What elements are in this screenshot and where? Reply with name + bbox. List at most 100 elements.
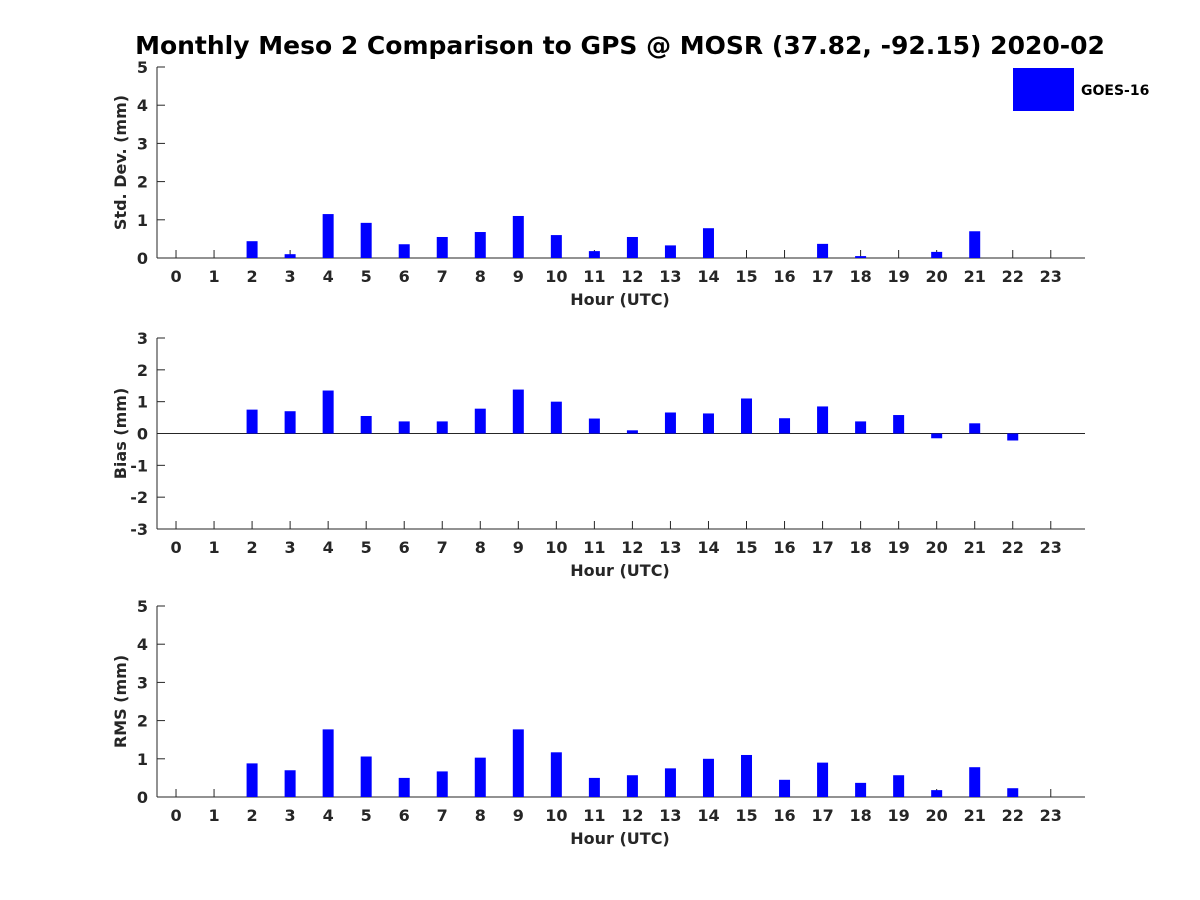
x-tick-label: 17: [811, 267, 833, 286]
x-tick-label: 10: [545, 267, 567, 286]
y-tick-label: 2: [137, 712, 148, 731]
bar-std-dev-hour-9: [512, 215, 524, 258]
x-tick-label: 16: [773, 806, 795, 825]
x-tick-label: 11: [583, 806, 605, 825]
x-tick-label: 2: [247, 806, 258, 825]
x-tick-label: 5: [361, 267, 372, 286]
x-tick-label: 11: [583, 538, 605, 557]
x-tick-label: 11: [583, 267, 605, 286]
x-tick-label: 17: [811, 806, 833, 825]
y-tick-label: 5: [137, 597, 148, 616]
bar-bias-hour-15: [741, 398, 753, 434]
x-tick-label: 19: [888, 267, 910, 286]
x-tick-label: 13: [659, 267, 681, 286]
x-tick-label: 5: [361, 806, 372, 825]
bar-rms-hour-12: [626, 775, 638, 797]
bar-std-dev-hour-20: [931, 251, 943, 258]
x-tick-label: 4: [323, 267, 334, 286]
x-tick-label: 3: [285, 267, 296, 286]
bar-rms-hour-16: [779, 779, 791, 797]
x-tick-label: 5: [361, 538, 372, 557]
x-tick-label: 9: [513, 267, 524, 286]
x-tick-label: 22: [1002, 806, 1024, 825]
bar-rms-hour-4: [322, 729, 334, 797]
bar-bias-hour-3: [284, 411, 296, 434]
x-tick-label: 16: [773, 538, 795, 557]
y-axis-label: RMS (mm): [111, 655, 130, 748]
y-tick-label: 3: [137, 329, 148, 348]
y-tick-label: 2: [137, 173, 148, 192]
x-axis-label: Hour (UTC): [570, 561, 670, 580]
y-tick-label: 5: [137, 58, 148, 77]
x-tick-label: 20: [926, 806, 948, 825]
bar-std-dev-hour-13: [664, 245, 676, 258]
bar-std-dev-hour-21: [969, 231, 981, 258]
x-tick-label: 18: [849, 267, 871, 286]
bar-std-dev-hour-14: [702, 228, 714, 258]
bar-rms-hour-21: [969, 767, 981, 797]
x-tick-label: 19: [888, 806, 910, 825]
bar-rms-hour-18: [855, 782, 867, 797]
x-tick-label: 8: [475, 538, 486, 557]
bar-rms-hour-20: [931, 790, 943, 797]
x-tick-label: 6: [399, 267, 410, 286]
bar-std-dev-hour-10: [550, 235, 562, 258]
bar-bias-hour-10: [550, 401, 562, 434]
bar-std-dev-hour-12: [626, 236, 638, 258]
legend-label-goes16: GOES-16: [1081, 83, 1149, 99]
x-tick-label: 8: [475, 267, 486, 286]
y-tick-label: 1: [137, 211, 148, 230]
bar-bias-hour-7: [436, 421, 448, 434]
x-tick-label: 4: [323, 806, 334, 825]
x-axis-label: Hour (UTC): [570, 290, 670, 309]
bar-bias-hour-22: [1007, 433, 1019, 441]
bar-bias-hour-13: [664, 412, 676, 434]
bar-rms-hour-3: [284, 770, 296, 797]
y-tick-label: 0: [137, 788, 148, 807]
y-axis-label: Bias (mm): [111, 388, 130, 480]
x-tick-label: 23: [1040, 267, 1062, 286]
bar-bias-hour-17: [817, 406, 829, 434]
bar-bias-hour-11: [588, 418, 600, 434]
x-tick-label: 3: [285, 806, 296, 825]
y-tick-label: 4: [137, 96, 148, 115]
y-tick-label: 0: [137, 425, 148, 444]
bar-std-dev-hour-6: [398, 244, 410, 258]
x-tick-label: 1: [208, 538, 219, 557]
bar-rms-hour-6: [398, 777, 410, 797]
bar-rms-hour-9: [512, 729, 524, 797]
x-tick-label: 16: [773, 267, 795, 286]
x-tick-label: 13: [659, 806, 681, 825]
y-tick-label: 3: [137, 134, 148, 153]
bar-bias-hour-5: [360, 415, 372, 434]
bar-std-dev-hour-11: [588, 251, 600, 258]
x-tick-label: 7: [437, 806, 448, 825]
x-tick-label: 6: [399, 538, 410, 557]
bar-bias-hour-4: [322, 390, 334, 434]
x-tick-label: 22: [1002, 267, 1024, 286]
x-tick-label: 17: [811, 538, 833, 557]
x-tick-label: 20: [926, 267, 948, 286]
x-tick-label: 3: [285, 538, 296, 557]
bar-rms-hour-22: [1007, 788, 1019, 797]
legend-swatch-goes16: [1013, 68, 1074, 111]
y-tick-label: 0: [137, 249, 148, 268]
y-tick-label: 2: [137, 361, 148, 380]
x-tick-label: 6: [399, 806, 410, 825]
bar-std-dev-hour-4: [322, 214, 334, 258]
x-tick-label: 23: [1040, 806, 1062, 825]
bar-bias-hour-9: [512, 389, 524, 434]
bar-rms-hour-17: [817, 762, 829, 797]
bar-rms-hour-14: [702, 758, 714, 797]
x-tick-label: 10: [545, 538, 567, 557]
bar-rms-hour-11: [588, 777, 600, 797]
x-tick-label: 14: [697, 806, 719, 825]
bar-std-dev-hour-2: [246, 241, 258, 258]
x-tick-label: 0: [170, 538, 181, 557]
x-tick-label: 10: [545, 806, 567, 825]
bar-rms-hour-5: [360, 756, 372, 797]
x-tick-label: 8: [475, 806, 486, 825]
